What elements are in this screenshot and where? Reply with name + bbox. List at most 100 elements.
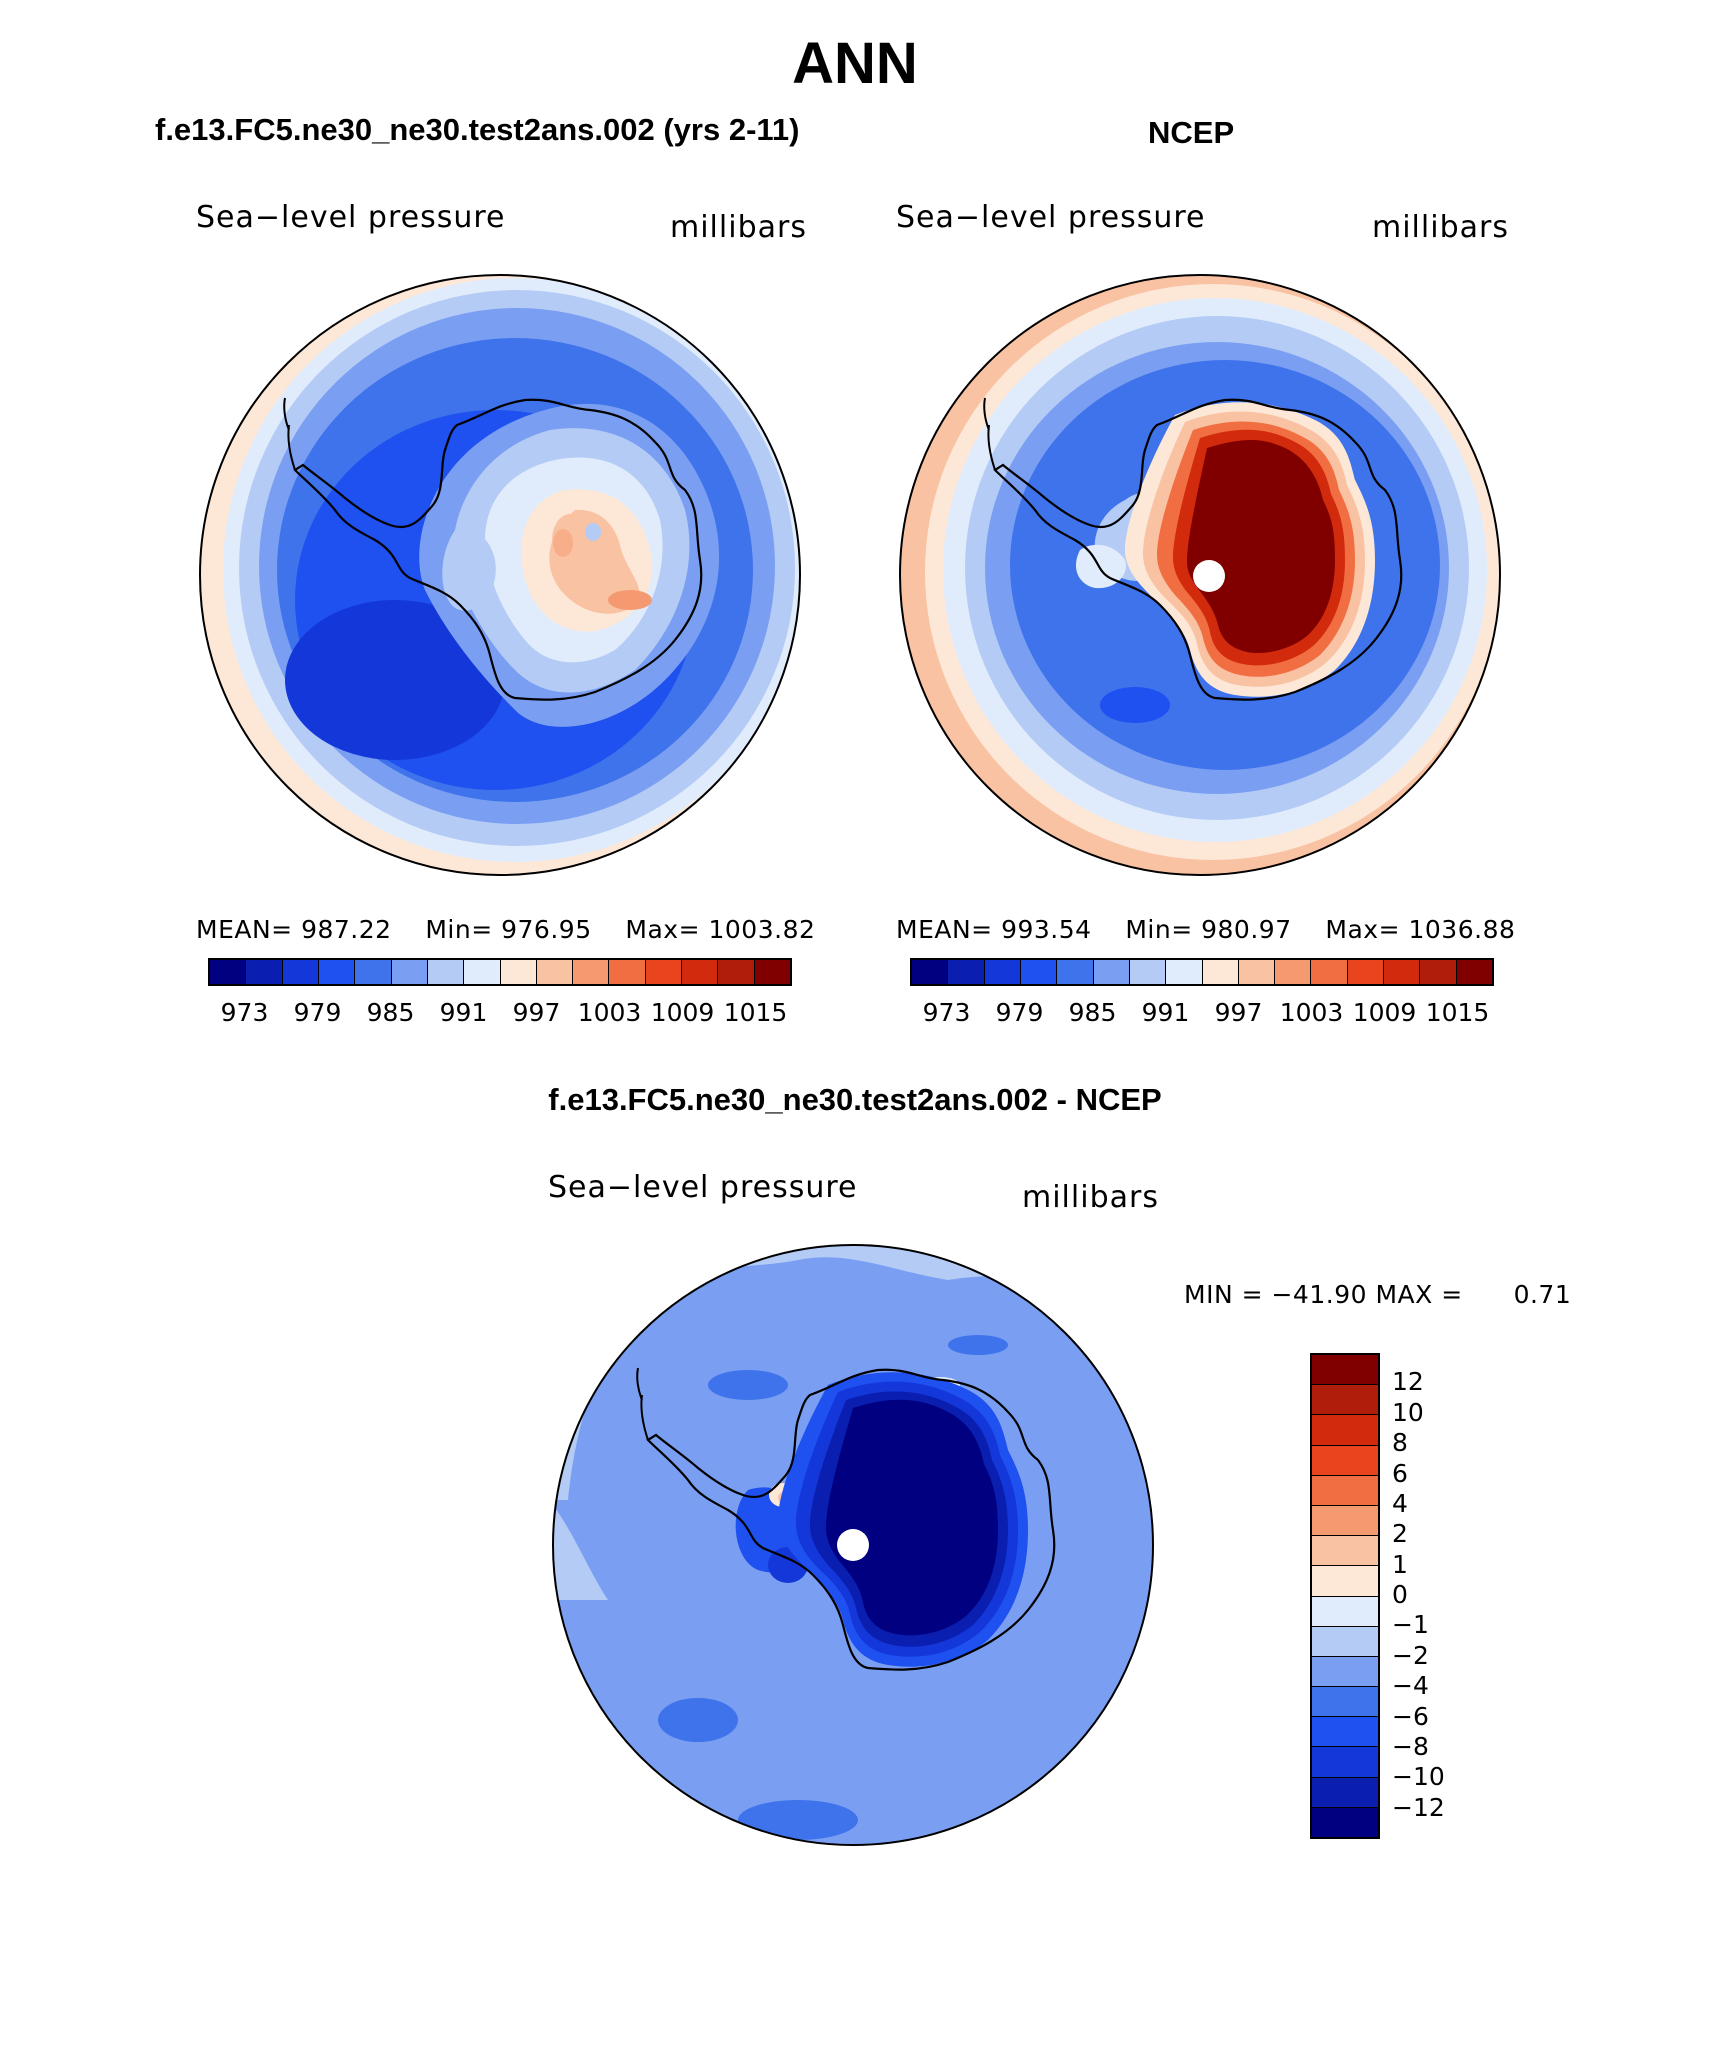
model-colorbar-swatch	[427, 960, 465, 984]
diff-colorbar-tick-label: 4	[1392, 1488, 1408, 1518]
diff-colorbar-swatch	[1312, 1505, 1378, 1537]
model-colorbar-swatch	[391, 960, 428, 984]
model-colorbar-swatch	[246, 960, 283, 984]
diff-colorbar-tick-label: −12	[1392, 1792, 1445, 1822]
obs-colorbar-swatch	[1020, 960, 1058, 984]
obs-colorbar	[910, 958, 1494, 986]
model-colorbar-swatch	[318, 960, 356, 984]
diff-colorbar-swatch	[1312, 1355, 1378, 1386]
diff-colorbar-tick-label: −1	[1392, 1610, 1429, 1640]
model-colorbar-tick-label: 973	[220, 998, 269, 1027]
obs-colorbar-swatch	[1456, 960, 1492, 984]
obs-colorbar-ticks: 973 979 985 991 997 1003 1009 1015	[910, 998, 1494, 1030]
obs-mean-label: MEAN=	[896, 915, 993, 944]
obs-colorbar-tick-label: 1009	[1352, 998, 1417, 1027]
diff-colorbar-tick-label: −8	[1392, 1731, 1429, 1761]
model-max-label: Max=	[625, 915, 701, 944]
diff-colorbar-swatch	[1312, 1626, 1378, 1657]
obs-colorbar-swatch	[1202, 960, 1239, 984]
obs-colorbar-swatch	[1129, 960, 1167, 984]
obs-colorbar-tick-label: 1015	[1425, 998, 1490, 1027]
obs-colorbar-swatch	[1420, 960, 1457, 984]
diff-colorbar-swatch	[1312, 1807, 1378, 1837]
obs-mean-value: 993.54	[1001, 915, 1092, 944]
model-colorbar-swatch	[464, 960, 501, 984]
obs-colorbar-swatch	[984, 960, 1021, 984]
model-colorbar	[208, 958, 792, 986]
model-colorbar-swatch	[754, 960, 790, 984]
model-panel-title: f.e13.FC5.ne30_ne30.test2ans.002 (yrs 2-…	[155, 112, 800, 147]
obs-colorbar-swatch	[1238, 960, 1276, 984]
model-colorbar-swatch	[609, 960, 646, 984]
diff-colorbar-tick-label: 8	[1392, 1428, 1408, 1458]
model-max-value: 1003.82	[708, 915, 816, 944]
model-colorbar-tick-label: 991	[439, 998, 488, 1027]
model-min-value: 976.95	[501, 915, 592, 944]
model-colorbar-tick-label: 1015	[723, 998, 788, 1027]
diff-units-label: millibars	[1022, 1180, 1159, 1215]
model-units-label: millibars	[670, 210, 807, 245]
obs-polar-map	[899, 274, 1501, 876]
obs-colorbar-tick-label: 991	[1141, 998, 1190, 1027]
obs-colorbar-tick-label: 973	[922, 998, 971, 1027]
obs-min-label: Min=	[1125, 915, 1193, 944]
obs-colorbar-swatch	[1093, 960, 1130, 984]
diff-colorbar-swatch	[1312, 1536, 1378, 1567]
model-colorbar-swatch	[682, 960, 719, 984]
diff-colorbar-swatch	[1312, 1596, 1378, 1627]
model-colorbar-swatch	[210, 960, 247, 984]
obs-variable-label: Sea−level pressure	[896, 200, 1206, 235]
obs-colorbar-tick-label: 979	[995, 998, 1044, 1027]
obs-units-label: millibars	[1372, 210, 1509, 245]
diff-colorbar-swatch	[1312, 1445, 1378, 1476]
diff-colorbar-swatch	[1312, 1777, 1378, 1808]
diff-colorbar-swatch	[1312, 1415, 1378, 1446]
model-polar-map	[199, 274, 801, 876]
obs-colorbar-tick-label: 985	[1068, 998, 1117, 1027]
diff-panel-title: f.e13.FC5.ne30_ne30.test2ans.002 - NCEP	[548, 1082, 1162, 1117]
diff-colorbar-tick-label: −2	[1392, 1640, 1429, 1670]
model-colorbar-swatch	[282, 960, 319, 984]
model-colorbar-tick-label: 985	[366, 998, 415, 1027]
diff-colorbar-swatch	[1312, 1566, 1378, 1597]
model-mean-label: MEAN=	[196, 915, 293, 944]
diff-colorbar-tick-label: 1	[1392, 1549, 1408, 1579]
obs-max-label: Max=	[1325, 915, 1401, 944]
obs-colorbar-tick-label: 1003	[1279, 998, 1344, 1027]
model-variable-label: Sea−level pressure	[196, 200, 506, 235]
model-colorbar-tick-label: 997	[512, 998, 561, 1027]
diff-colorbar-swatch	[1312, 1385, 1378, 1416]
diff-colorbar-tick-label: −4	[1392, 1671, 1429, 1701]
diff-polar-map	[552, 1244, 1154, 1846]
diff-colorbar-tick-label: −6	[1392, 1701, 1429, 1731]
obs-colorbar-swatch	[912, 960, 949, 984]
diff-colorbar-tick-label: 2	[1392, 1519, 1408, 1549]
diff-colorbar-swatch	[1312, 1747, 1378, 1778]
obs-colorbar-swatch	[1384, 960, 1421, 984]
obs-colorbar-swatch	[1057, 960, 1094, 984]
diff-min-text: MIN = −41.90 MAX =	[1184, 1280, 1463, 1309]
model-min-label: Min=	[425, 915, 493, 944]
diff-colorbar-tick-label: 6	[1392, 1458, 1408, 1488]
diff-colorbar-tick-label: 12	[1392, 1367, 1424, 1397]
figure-title: ANN	[792, 31, 918, 96]
model-colorbar-tick-label: 1009	[650, 998, 715, 1027]
model-stats: MEAN= 987.22 Min= 976.95 Max= 1003.82	[196, 915, 815, 944]
diff-colorbar	[1310, 1353, 1380, 1839]
diff-max-value: 0.71	[1513, 1280, 1572, 1309]
diff-colorbar-swatch	[1312, 1717, 1378, 1748]
obs-colorbar-tick-label: 997	[1214, 998, 1263, 1027]
diff-colorbar-swatch	[1312, 1687, 1378, 1718]
obs-panel-title: NCEP	[1148, 115, 1235, 150]
model-colorbar-swatch	[718, 960, 755, 984]
diff-colorbar-tick-label: −10	[1392, 1762, 1445, 1792]
obs-colorbar-swatch	[1311, 960, 1348, 984]
diff-colorbar-tick-label: 0	[1392, 1580, 1408, 1609]
obs-min-value: 980.97	[1201, 915, 1292, 944]
model-colorbar-swatch	[536, 960, 574, 984]
model-colorbar-swatch	[573, 960, 610, 984]
model-colorbar-swatch	[500, 960, 537, 984]
obs-colorbar-swatch	[1166, 960, 1203, 984]
model-colorbar-ticks: 973 979 985 991 997 1003 1009 1015	[208, 998, 792, 1030]
model-colorbar-tick-label: 1003	[577, 998, 642, 1027]
